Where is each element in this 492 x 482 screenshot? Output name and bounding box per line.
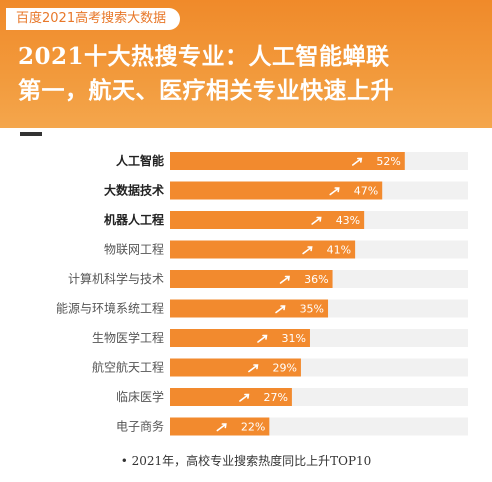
- value-label: 41%: [327, 244, 351, 257]
- value-label: 47%: [354, 185, 378, 198]
- trend-up-icon: [248, 364, 259, 373]
- bar-3: [170, 211, 365, 229]
- trend-up-icon: [329, 187, 340, 196]
- value-label: 52%: [376, 155, 400, 168]
- category-label: 人工智能: [116, 153, 164, 168]
- bar-7: [170, 329, 310, 347]
- bar-6: [170, 299, 329, 318]
- category-label: 机器人工程: [104, 212, 164, 227]
- category-label: 大数据技术: [104, 183, 164, 198]
- trend-up-icon: [279, 275, 290, 284]
- trend-up-icon: [239, 393, 250, 402]
- bar-8: [170, 358, 301, 377]
- header-banner: 百度2021高考搜索大数据 2021十大热搜专业：人工智能蝉联 第一，航天、医疗…: [0, 0, 492, 128]
- bar-1: [170, 152, 405, 170]
- value-label: 31%: [282, 332, 306, 345]
- bar-9: [170, 388, 292, 406]
- value-label: 22%: [241, 421, 265, 434]
- headline: 2021十大热搜专业：人工智能蝉联 第一，航天、医疗相关专业快速上升: [18, 40, 478, 108]
- category-label: 物联网工程: [104, 242, 164, 257]
- value-label: 27%: [263, 391, 287, 404]
- bar-2: [170, 181, 383, 200]
- category-label: 能源与环境系统工程: [56, 301, 164, 316]
- category-label: 航空航天工程: [92, 360, 164, 375]
- category-label: 计算机科学与技术: [68, 271, 164, 286]
- trend-up-icon: [311, 216, 322, 225]
- headline-line-1: 2021十大热搜专业：人工智能蝉联: [18, 43, 390, 70]
- value-label: 35%: [300, 303, 324, 316]
- trend-up-icon: [275, 305, 286, 314]
- category-label: 电子商务: [116, 419, 164, 434]
- trend-up-icon: [216, 423, 227, 432]
- trend-up-icon: [302, 246, 313, 255]
- value-label: 36%: [304, 273, 328, 286]
- bar-5: [170, 270, 333, 288]
- footnote: • 2021年，高校专业搜索热度同比上升TOP10: [120, 454, 372, 468]
- trend-up-icon: [351, 157, 363, 166]
- category-label: 临床医学: [116, 389, 164, 404]
- source-tag: 百度2021高考搜索大数据: [6, 8, 181, 30]
- value-label: 43%: [336, 214, 360, 227]
- headline-line-2: 第一，航天、医疗相关专业快速上升: [18, 77, 394, 104]
- bar-4: [170, 240, 356, 259]
- accent-divider: [20, 132, 42, 136]
- category-label: 生物医学工程: [92, 330, 164, 345]
- bar-10: [170, 417, 270, 436]
- trend-up-icon: [257, 334, 268, 343]
- value-label: 29%: [272, 362, 296, 375]
